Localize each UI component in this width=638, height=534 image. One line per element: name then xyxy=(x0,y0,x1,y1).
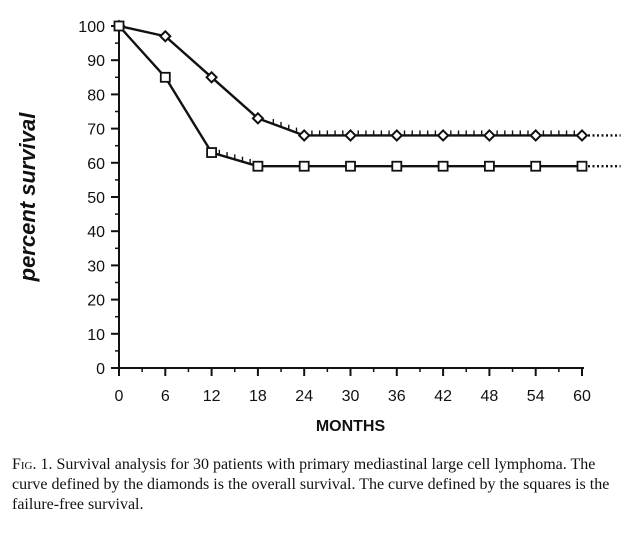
x-tick-label-24: 24 xyxy=(295,388,313,405)
point-diamond-8 xyxy=(482,129,496,142)
point-square-6 xyxy=(391,160,403,172)
point-square-3 xyxy=(252,160,264,172)
x-tick-label-0: 0 xyxy=(115,388,124,405)
point-diamond-2 xyxy=(205,70,219,84)
point-square-1 xyxy=(159,71,171,83)
figure-label: Fig. 1. xyxy=(12,456,53,473)
point-diamond-10 xyxy=(575,129,589,142)
y-tick-label-80: 80 xyxy=(87,87,105,104)
y-tick-label-70: 70 xyxy=(87,122,105,139)
y-axis-title: percent survival xyxy=(15,112,40,283)
series-layer xyxy=(112,19,621,172)
y-tick-label-20: 20 xyxy=(87,293,105,310)
point-square-8 xyxy=(483,160,495,172)
x-tick-label-6: 6 xyxy=(161,388,170,405)
axes: 0 10 20 30 40 50 60 70 80 90 100 0 6 12 18 24 30 36 42 48 54… xyxy=(78,19,591,405)
point-diamond-4 xyxy=(297,129,311,142)
y-tick-label-100: 100 xyxy=(78,19,105,36)
x-tick-label-48: 48 xyxy=(481,388,499,405)
figure-caption: Fig. 1. Survival analysis for 30 patient… xyxy=(12,455,632,515)
y-tick-label-30: 30 xyxy=(87,258,105,275)
point-square-4 xyxy=(298,160,310,172)
point-square-5 xyxy=(345,160,356,172)
x-axis-title: MONTHS xyxy=(316,418,386,435)
point-diamond-3 xyxy=(251,111,265,125)
point-square-10 xyxy=(576,160,588,172)
series-diamond xyxy=(112,19,621,142)
point-square-0 xyxy=(113,20,125,32)
point-diamond-9 xyxy=(529,129,543,142)
x-tick-label-36: 36 xyxy=(388,388,406,405)
y-tick-label-60: 60 xyxy=(87,156,105,173)
y-tick-label-90: 90 xyxy=(87,53,105,70)
point-square-7 xyxy=(437,160,449,172)
x-tick-label-12: 12 xyxy=(203,388,221,405)
point-diamond-7 xyxy=(436,129,450,142)
point-diamond-1 xyxy=(158,29,172,43)
series-square xyxy=(113,20,621,172)
y-tick-label-0: 0 xyxy=(96,361,105,378)
point-square-2 xyxy=(206,147,218,158)
point-diamond-5 xyxy=(344,129,357,142)
y-tick-label-50: 50 xyxy=(87,190,105,207)
x-tick-label-60: 60 xyxy=(573,388,591,405)
x-tick-label-54: 54 xyxy=(527,388,545,405)
survival-chart: 0 10 20 30 40 50 60 70 80 90 100 0 6 12 18 24 30 36 42 48 54… xyxy=(15,19,621,435)
point-square-9 xyxy=(530,160,542,172)
series-line-diamond xyxy=(118,24,582,137)
point-diamond-6 xyxy=(390,129,404,142)
x-tick-label-18: 18 xyxy=(249,388,267,405)
figure-caption-text: Survival analysis for 30 patients with p… xyxy=(12,456,610,513)
y-tick-label-10: 10 xyxy=(87,327,105,344)
series-line-square xyxy=(118,25,582,168)
x-tick-label-30: 30 xyxy=(342,388,360,405)
x-tick-label-42: 42 xyxy=(434,388,452,405)
y-tick-label-40: 40 xyxy=(87,224,105,241)
